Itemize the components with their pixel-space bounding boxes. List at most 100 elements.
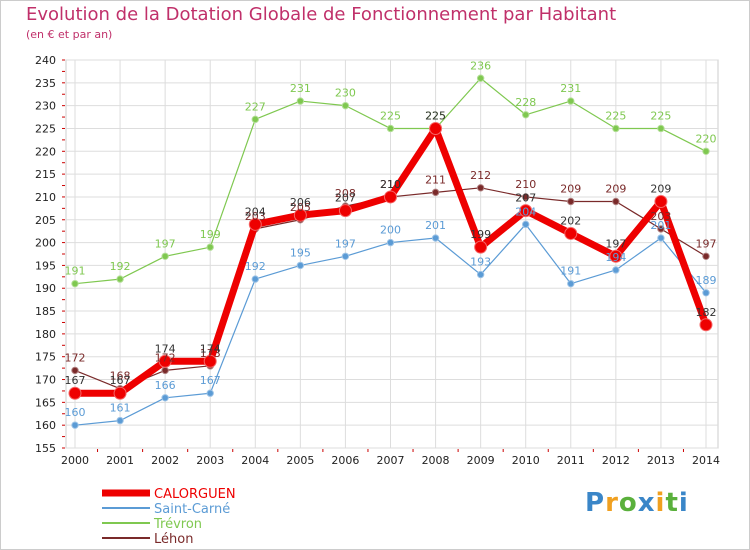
data-point-tr-vron (657, 124, 665, 133)
x-tick-label: 2000 (61, 454, 89, 467)
data-label-saint-carn-: 197 (335, 237, 356, 250)
data-label-l-hon: 173 (200, 347, 221, 360)
data-label-calorguen: 210 (380, 178, 401, 191)
data-point-calorguen (113, 386, 127, 400)
x-tick-label: 2008 (422, 454, 450, 467)
data-label-tr-vron: 220 (696, 132, 717, 145)
data-point-tr-vron (116, 275, 124, 283)
data-label-calorguen: 209 (650, 183, 671, 196)
data-point-l-hon (71, 366, 79, 375)
data-point-calorguen (564, 226, 578, 240)
data-label-tr-vron: 199 (200, 228, 221, 241)
data-label-tr-vron: 197 (155, 237, 176, 250)
data-label-calorguen: 206 (290, 196, 311, 209)
y-tick-label: 225 (35, 122, 56, 135)
data-point-calorguen (293, 208, 307, 222)
data-point-saint-carn- (341, 252, 350, 260)
proxiti-logo: Proxiti (585, 488, 689, 518)
data-point-tr-vron (71, 279, 79, 288)
data-label-calorguen: 225 (425, 109, 446, 122)
data-label-calorguen: 202 (560, 214, 581, 227)
data-point-calorguen (158, 354, 172, 368)
data-label-calorguen: 174 (200, 342, 221, 355)
data-point-l-hon (612, 197, 620, 206)
data-label-l-hon: 208 (335, 187, 356, 200)
y-tick-label: 155 (35, 442, 56, 455)
data-point-saint-carn- (116, 416, 124, 425)
data-label-tr-vron: 225 (650, 109, 671, 122)
data-label-l-hon: 197 (696, 237, 717, 250)
data-label-saint-carn-: 160 (65, 406, 86, 419)
data-label-tr-vron: 225 (605, 109, 626, 122)
data-point-calorguen (338, 204, 352, 218)
data-point-l-hon (567, 197, 575, 206)
data-point-l-hon (476, 184, 485, 192)
data-point-calorguen (474, 240, 488, 254)
x-tick-label: 2013 (647, 454, 675, 467)
data-point-l-hon (702, 252, 710, 260)
data-label-saint-carn-: 195 (290, 246, 311, 259)
data-point-l-hon (657, 225, 665, 233)
data-label-saint-carn-: 200 (380, 224, 401, 237)
data-label-calorguen: 207 (515, 192, 536, 205)
data-point-saint-carn- (386, 238, 395, 247)
data-label-tr-vron: 191 (65, 265, 86, 278)
x-tick-label: 2010 (512, 454, 540, 467)
data-label-saint-carn-: 161 (110, 402, 131, 415)
data-point-calorguen (384, 190, 397, 204)
data-point-tr-vron (251, 115, 259, 124)
data-point-l-hon (431, 188, 440, 197)
data-point-tr-vron (612, 124, 620, 133)
legend-entry-l-hon: Léhon (154, 532, 193, 547)
data-label-tr-vron: 231 (290, 82, 311, 95)
data-point-saint-carn- (431, 234, 440, 242)
legend-entry-saint-carn-: Saint-Carné (154, 502, 230, 517)
data-label-l-hon: 209 (560, 183, 581, 196)
data-point-saint-carn- (567, 279, 575, 288)
y-tick-label: 175 (35, 351, 56, 364)
y-tick-label: 185 (35, 305, 56, 318)
data-point-saint-carn- (251, 275, 259, 283)
data-label-tr-vron: 231 (560, 82, 581, 95)
data-label-saint-carn-: 166 (155, 379, 176, 392)
data-point-calorguen (248, 217, 262, 231)
data-label-l-hon: 205 (290, 201, 311, 214)
legend-entry-calorguen: CALORGUEN (154, 487, 236, 502)
x-tick-label: 2001 (106, 454, 134, 467)
data-point-calorguen (699, 318, 713, 332)
data-label-saint-carn-: 194 (605, 251, 626, 264)
data-label-l-hon: 210 (515, 178, 536, 191)
y-tick-label: 210 (35, 191, 56, 204)
data-label-l-hon: 209 (605, 183, 626, 196)
x-tick-label: 2012 (602, 454, 630, 467)
data-point-tr-vron (296, 97, 305, 105)
data-labels: 191 192 197 199 227 231 230 225 225 236 228 231 225 2… (65, 59, 717, 419)
y-tick-label: 195 (35, 259, 56, 272)
data-point-saint-carn- (612, 266, 620, 274)
data-label-tr-vron: 236 (470, 59, 491, 72)
data-point-saint-carn- (522, 220, 530, 229)
y-tick-label: 160 (35, 419, 56, 432)
data-label-l-hon: 210 (380, 178, 401, 191)
data-point-tr-vron (341, 101, 350, 110)
data-label-tr-vron: 225 (380, 109, 401, 122)
data-label-saint-carn-: 204 (515, 205, 536, 218)
data-point-saint-carn- (296, 261, 305, 270)
data-label-tr-vron: 192 (110, 260, 131, 273)
series (68, 74, 713, 429)
data-label-calorguen: 199 (470, 228, 491, 241)
data-point-calorguen (654, 195, 668, 209)
data-label-tr-vron: 230 (335, 87, 356, 100)
x-tick-label: 2006 (331, 454, 359, 467)
data-label-saint-carn-: 201 (650, 219, 671, 232)
data-label-calorguen: 182 (696, 306, 717, 319)
y-tick-label: 220 (35, 145, 56, 158)
data-label-saint-carn-: 201 (425, 219, 446, 232)
data-point-l-hon (161, 366, 169, 375)
chart-subtitle: (en € et par an) (26, 28, 113, 41)
data-label-calorguen: 167 (65, 374, 86, 387)
data-point-calorguen (519, 204, 533, 218)
data-label-l-hon: 172 (155, 351, 176, 364)
